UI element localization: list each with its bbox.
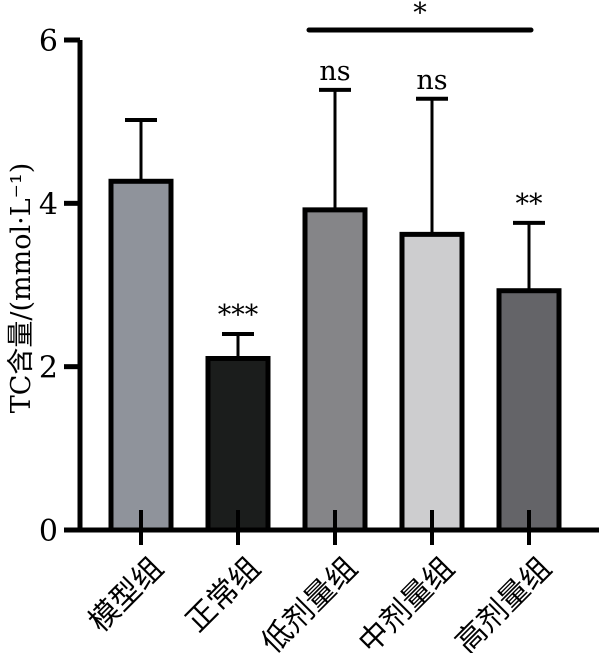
bar (496, 288, 562, 533)
bar (302, 207, 368, 533)
y-tick-label: 2 (39, 351, 58, 386)
y-tick-label: 0 (39, 514, 58, 549)
bar (399, 231, 465, 533)
bar (108, 178, 174, 533)
x-tick-label: 低剂量组 (255, 551, 365, 653)
x-tick-label: 模型组 (82, 551, 170, 639)
significance-label: ** (516, 189, 544, 220)
significance-label: ns (416, 65, 447, 96)
y-axis-label: TC含量/(mmol·L⁻¹) (6, 163, 37, 414)
x-tick-label: 中剂量组 (352, 551, 462, 653)
x-tick-label: 高剂量组 (449, 551, 559, 653)
bar (205, 356, 271, 533)
y-tick-label: 4 (39, 187, 58, 222)
y-tick-label: 6 (39, 24, 58, 59)
significance-label: ns (319, 56, 350, 87)
bracket-significance-label: * (413, 0, 427, 29)
x-tick-label: 正常组 (179, 551, 267, 639)
significance-label: *** (218, 300, 259, 331)
